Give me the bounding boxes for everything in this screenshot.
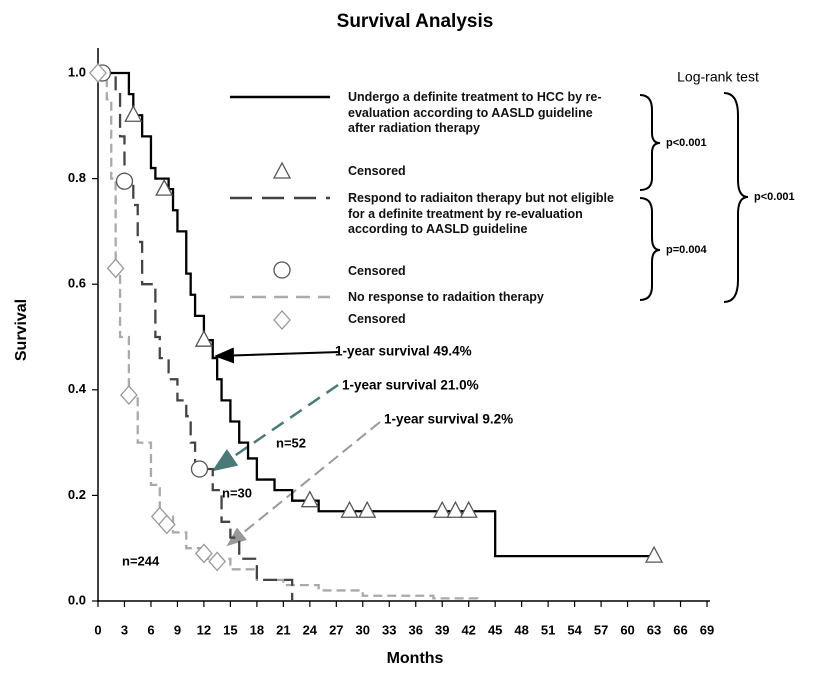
x-tick-label: 48 [514, 622, 528, 637]
y-tick-label: 0.2 [68, 487, 86, 502]
brace [723, 92, 749, 303]
legend-marker [272, 161, 292, 179]
x-tick-label: 30 [356, 622, 370, 637]
censored-marker [644, 545, 664, 563]
legend-label: No response to radaition therapy [348, 290, 544, 304]
x-tick-label: 42 [461, 622, 475, 637]
censored-marker [195, 543, 213, 564]
y-axis-label: Survival [13, 299, 30, 361]
x-tick-label: 12 [197, 622, 211, 637]
y-tick-label: 1.0 [68, 64, 86, 79]
legend-label: Censored [348, 312, 406, 326]
x-tick-label: 33 [382, 622, 396, 637]
censored-marker [194, 329, 213, 347]
x-axis-label: Months [387, 650, 444, 667]
y-tick-label: 0.0 [68, 592, 86, 607]
censored-marker [190, 460, 209, 478]
x-tick-label: 51 [541, 622, 555, 637]
censored-marker [120, 385, 138, 406]
censored-marker [459, 500, 478, 518]
legend-label: Respond to radiaiton therapy but not eli… [348, 191, 614, 236]
y-tick-label: 0.6 [68, 276, 86, 291]
x-tick-label: 0 [94, 622, 101, 637]
x-tick-label: 66 [673, 622, 687, 637]
x-tick-label: 15 [223, 622, 237, 637]
censored-marker [106, 258, 125, 279]
x-tick-label: 45 [488, 622, 502, 637]
legend-marker [273, 310, 291, 330]
x-tick-label: 6 [147, 622, 154, 637]
x-tick-label: 57 [594, 622, 608, 637]
annotation: n=52 [276, 435, 306, 450]
x-tick-label: 9 [174, 622, 181, 637]
y-tick-label: 0.8 [68, 170, 86, 185]
arrow [211, 383, 339, 472]
legend-label: Censored [348, 264, 406, 278]
x-tick-label: 39 [435, 622, 449, 637]
x-tick-label: 69 [700, 622, 714, 637]
brace [639, 94, 661, 191]
arrow [214, 347, 341, 364]
censored-marker [115, 172, 134, 190]
x-tick-label: 18 [250, 622, 264, 637]
censored-marker [124, 104, 143, 122]
survival-curve [98, 71, 294, 601]
censored-marker [433, 500, 452, 518]
legend-marker [273, 261, 291, 279]
annotation: n=244 [122, 553, 160, 568]
x-tick-label: 27 [329, 622, 343, 637]
annotation: p<0.001 [754, 191, 795, 203]
x-tick-label: 3 [121, 622, 128, 637]
annotation: n=30 [222, 485, 252, 500]
y-tick-label: 0.4 [68, 381, 87, 396]
censored-marker [358, 500, 377, 518]
annotation: 1-year survival 21.0% [342, 378, 479, 393]
legend-label: Undergo a definite treatment to HCC by r… [348, 90, 602, 135]
x-tick-label: 54 [567, 622, 582, 637]
censored-marker [446, 500, 465, 518]
annotation: 1-year survival 9.2% [384, 412, 513, 427]
x-tick-label: 36 [409, 622, 423, 637]
annotation: 1-year survival 49.4% [335, 344, 472, 359]
x-tick-label: 60 [620, 622, 634, 637]
censored-marker [340, 500, 359, 518]
chart-title: Survival Analysis [337, 11, 494, 32]
survival-curve [98, 71, 655, 558]
censored-marker [208, 551, 227, 572]
x-tick-label: 63 [647, 622, 661, 637]
x-tick-label: 24 [303, 622, 318, 637]
censored-marker [89, 63, 107, 83]
legend-label: Censored [348, 164, 406, 178]
censored-marker [300, 490, 319, 508]
x-tick-label: 21 [276, 622, 290, 637]
annotation: p<0.001 [666, 137, 707, 149]
censored-marker [155, 178, 174, 196]
censored-marker [157, 514, 176, 535]
annotation: Log-rank test [677, 69, 759, 85]
brace [639, 197, 661, 301]
annotation: p=0.004 [666, 244, 708, 256]
arrow [226, 421, 381, 547]
